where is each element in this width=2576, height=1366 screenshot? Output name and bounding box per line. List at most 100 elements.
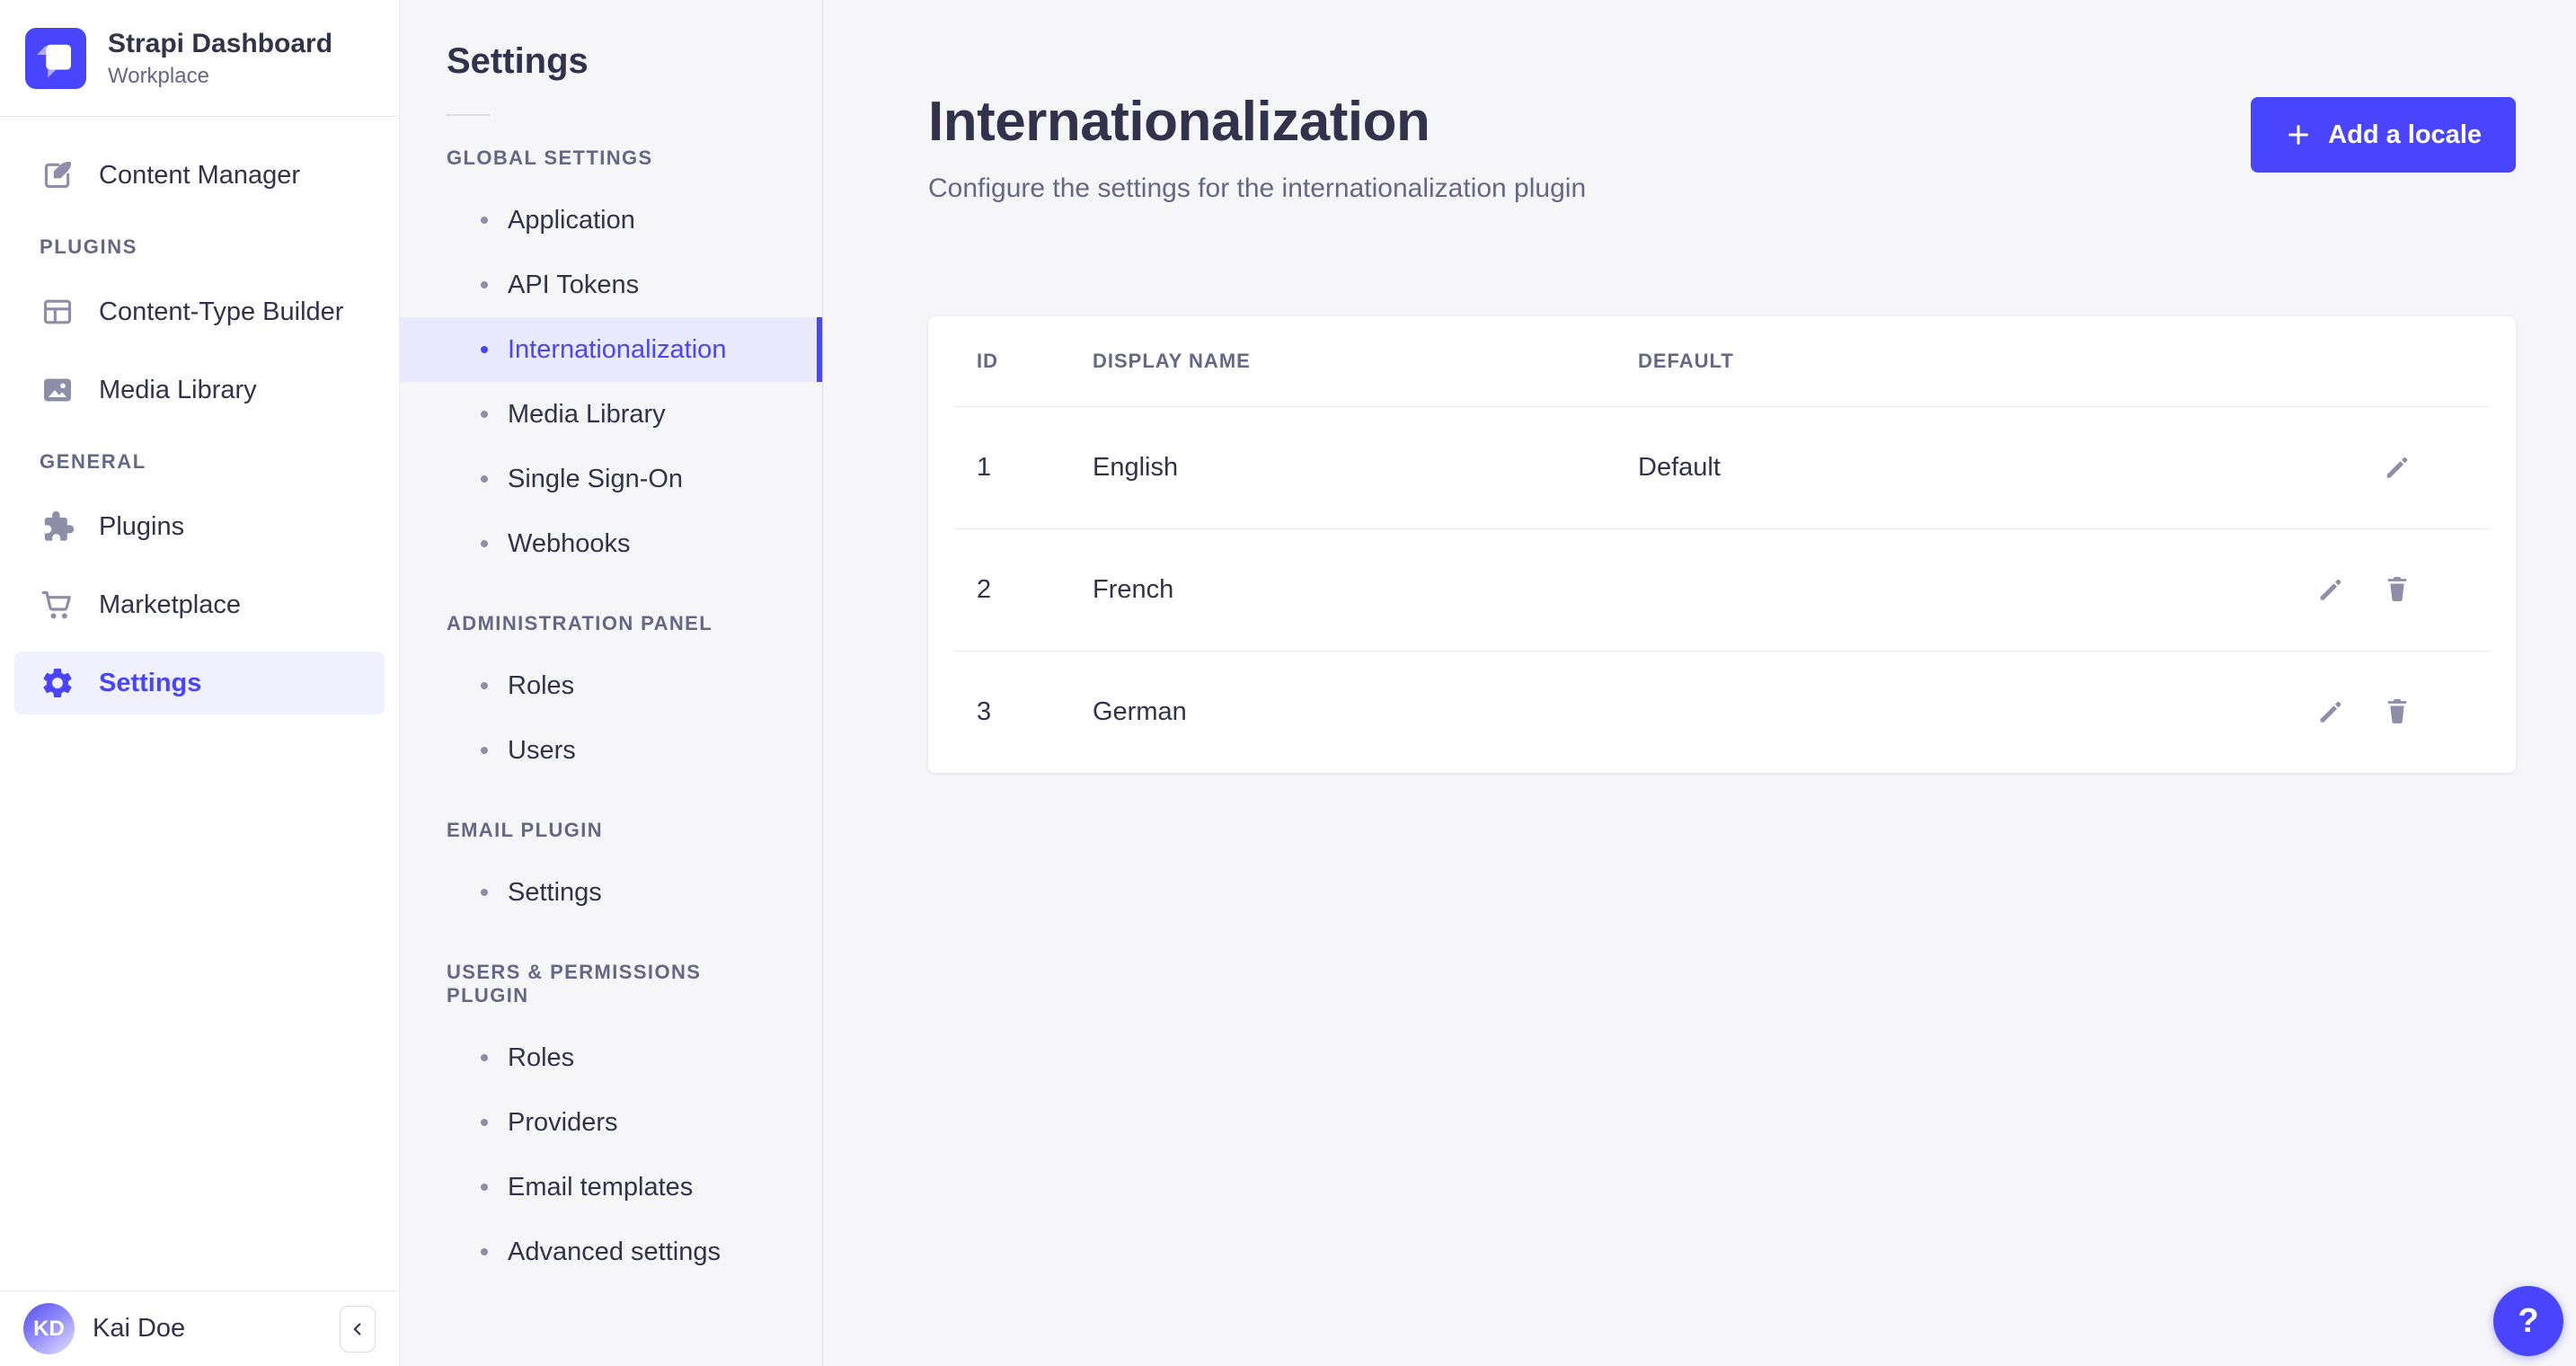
subnav-item-webhooks[interactable]: Webhooks — [400, 511, 822, 576]
table-body: 1 English Default 2 French 3 German — [928, 406, 2516, 773]
strapi-logo-icon — [25, 27, 86, 89]
subnav-item-label: Settings — [508, 877, 602, 907]
subnav-section-administration-panel: ADMINISTRATION PANEL Roles Users — [400, 612, 822, 783]
edit-locale-button[interactable] — [2382, 452, 2412, 483]
user-name: Kai Doe — [93, 1314, 186, 1343]
subnav-item-label: Webhooks — [508, 528, 631, 558]
subnav-item-label: Email templates — [508, 1172, 694, 1202]
bullet-dot-icon — [481, 411, 488, 418]
sidebar-item-settings[interactable]: Settings — [14, 652, 385, 714]
subnav-item-label: Advanced settings — [508, 1237, 721, 1266]
subnav-item-providers[interactable]: Providers — [400, 1090, 822, 1155]
subnav-item-label: Single Sign-On — [508, 464, 684, 493]
sidebar-item-label: Content-Type Builder — [99, 297, 344, 326]
subnav-item-users[interactable]: Users — [400, 718, 822, 783]
cell-id: 3 — [977, 696, 992, 726]
edit-locale-button[interactable] — [2315, 574, 2346, 605]
bullet-dot-icon — [481, 1248, 488, 1255]
marketplace-icon — [40, 587, 75, 623]
main-sidebar: Strapi Dashboard Workplace Content Manag… — [0, 0, 400, 1366]
table-row-english: 1 English Default — [928, 406, 2516, 528]
subnav-item-settings[interactable]: Settings — [400, 860, 822, 925]
bullet-dot-icon — [481, 682, 488, 689]
bullet-dot-icon — [481, 475, 488, 483]
sidebar-footer: KD Kai Doe — [0, 1291, 399, 1366]
subnav-item-roles[interactable]: Roles — [400, 653, 822, 718]
cell-display-name: German — [1093, 696, 1187, 726]
sidebar-nav: Content Manager PLUGINS Content-Type Build… — [0, 117, 399, 1291]
subnav-item-label: Internationalization — [508, 334, 727, 364]
subnav-item-media-library[interactable]: Media Library — [400, 382, 822, 447]
edit-locale-button[interactable] — [2315, 696, 2346, 727]
sidebar-item-plugins[interactable]: Plugins — [14, 495, 385, 558]
bullet-dot-icon — [481, 281, 488, 288]
bullet-dot-icon — [481, 540, 488, 547]
subnav-section-label: USERS & PERMISSIONS PLUGIN — [447, 961, 702, 1007]
chevron-left-icon — [348, 1319, 367, 1339]
sidebar-item-label: Marketplace — [99, 590, 241, 619]
content-manager-icon — [40, 157, 75, 193]
subnav-item-advanced-settings[interactable]: Advanced settings — [400, 1220, 822, 1284]
bullet-dot-icon — [481, 346, 488, 353]
content-type-builder-icon — [40, 294, 75, 330]
subnav-section-label: GLOBAL SETTINGS — [447, 146, 653, 169]
delete-locale-button[interactable] — [2382, 574, 2412, 605]
row-actions — [2315, 574, 2516, 605]
page-header-text: Internationalization Configure the setti… — [928, 90, 1586, 204]
column-header-default: DEFAULT — [1638, 350, 1734, 372]
table-header-row: ID DISPLAY NAME DEFAULT — [928, 316, 2516, 406]
help-label: ? — [2518, 1301, 2539, 1340]
main-content: Internationalization Configure the setti… — [823, 0, 2576, 1366]
column-header-display-name: DISPLAY NAME — [1093, 350, 1251, 372]
sidebar-item-marketplace[interactable]: Marketplace — [14, 573, 385, 636]
page-title: Internationalization — [928, 91, 1430, 153]
page-header: Internationalization Configure the setti… — [928, 90, 2516, 204]
pencil-icon — [2315, 574, 2346, 605]
settings-icon — [40, 665, 75, 701]
subnav-item-label: Providers — [508, 1107, 618, 1137]
subnav-section-email-plugin: EMAIL PLUGIN Settings — [400, 819, 822, 925]
user-avatar[interactable]: KD — [23, 1303, 75, 1354]
row-actions — [2315, 696, 2516, 727]
pencil-icon — [2315, 696, 2346, 727]
subnav-item-api-tokens[interactable]: API Tokens — [400, 253, 822, 317]
settings-subnav: Settings GLOBAL SETTINGS Application API T… — [400, 0, 823, 1366]
sidebar-item-label: Content Manager — [99, 160, 301, 190]
sidebar-section-label-plugins: PLUGINS — [40, 235, 137, 258]
sidebar-item-label: Settings — [99, 668, 202, 697]
cell-id: 1 — [977, 452, 992, 482]
delete-locale-button[interactable] — [2382, 696, 2412, 727]
sidebar-item-content-manager[interactable]: Content Manager — [14, 144, 385, 207]
locales-table-card: ID DISPLAY NAME DEFAULT 1 English Default 2 Fr… — [928, 316, 2516, 773]
add-locale-button[interactable]: Add a locale — [2251, 97, 2516, 173]
column-header-id: ID — [977, 350, 998, 372]
app-title: Strapi Dashboard — [108, 28, 333, 58]
page-subtitle: Configure the settings for the internati… — [928, 173, 1587, 203]
help-button[interactable]: ? — [2493, 1286, 2563, 1356]
subnav-item-roles[interactable]: Roles — [400, 1025, 822, 1090]
bullet-dot-icon — [481, 1054, 488, 1061]
subnav-item-label: Media Library — [508, 399, 666, 429]
sidebar-item-label: Plugins — [99, 511, 185, 541]
table-row-french: 2 French — [928, 528, 2516, 651]
subnav-item-email-templates[interactable]: Email templates — [400, 1155, 822, 1220]
subnav-section-label: EMAIL PLUGIN — [447, 819, 604, 841]
subnav-item-label: Roles — [508, 1042, 575, 1072]
subnav-item-internationalization[interactable]: Internationalization — [400, 317, 822, 382]
cell-id: 2 — [977, 574, 992, 604]
table-row-german: 3 German — [928, 651, 2516, 773]
subnav-sections: GLOBAL SETTINGS Application API Tokens Inte… — [400, 146, 822, 1284]
plugins-icon — [40, 509, 75, 545]
subnav-item-application[interactable]: Application — [400, 188, 822, 253]
collapse-sidebar-button[interactable] — [340, 1305, 376, 1353]
brand-text: Strapi Dashboard Workplace — [108, 28, 332, 89]
bullet-dot-icon — [481, 889, 488, 896]
sidebar-item-media-library[interactable]: Media Library — [14, 359, 385, 421]
plus-icon — [2285, 121, 2312, 148]
bullet-dot-icon — [481, 1184, 488, 1191]
subnav-section-global-settings: GLOBAL SETTINGS Application API Tokens Inte… — [400, 146, 822, 576]
workspace-switcher[interactable]: Strapi Dashboard Workplace — [0, 0, 399, 117]
subnav-item-single-sign-on[interactable]: Single Sign-On — [400, 447, 822, 511]
sidebar-item-content-type-builder[interactable]: Content-Type Builder — [14, 280, 385, 343]
